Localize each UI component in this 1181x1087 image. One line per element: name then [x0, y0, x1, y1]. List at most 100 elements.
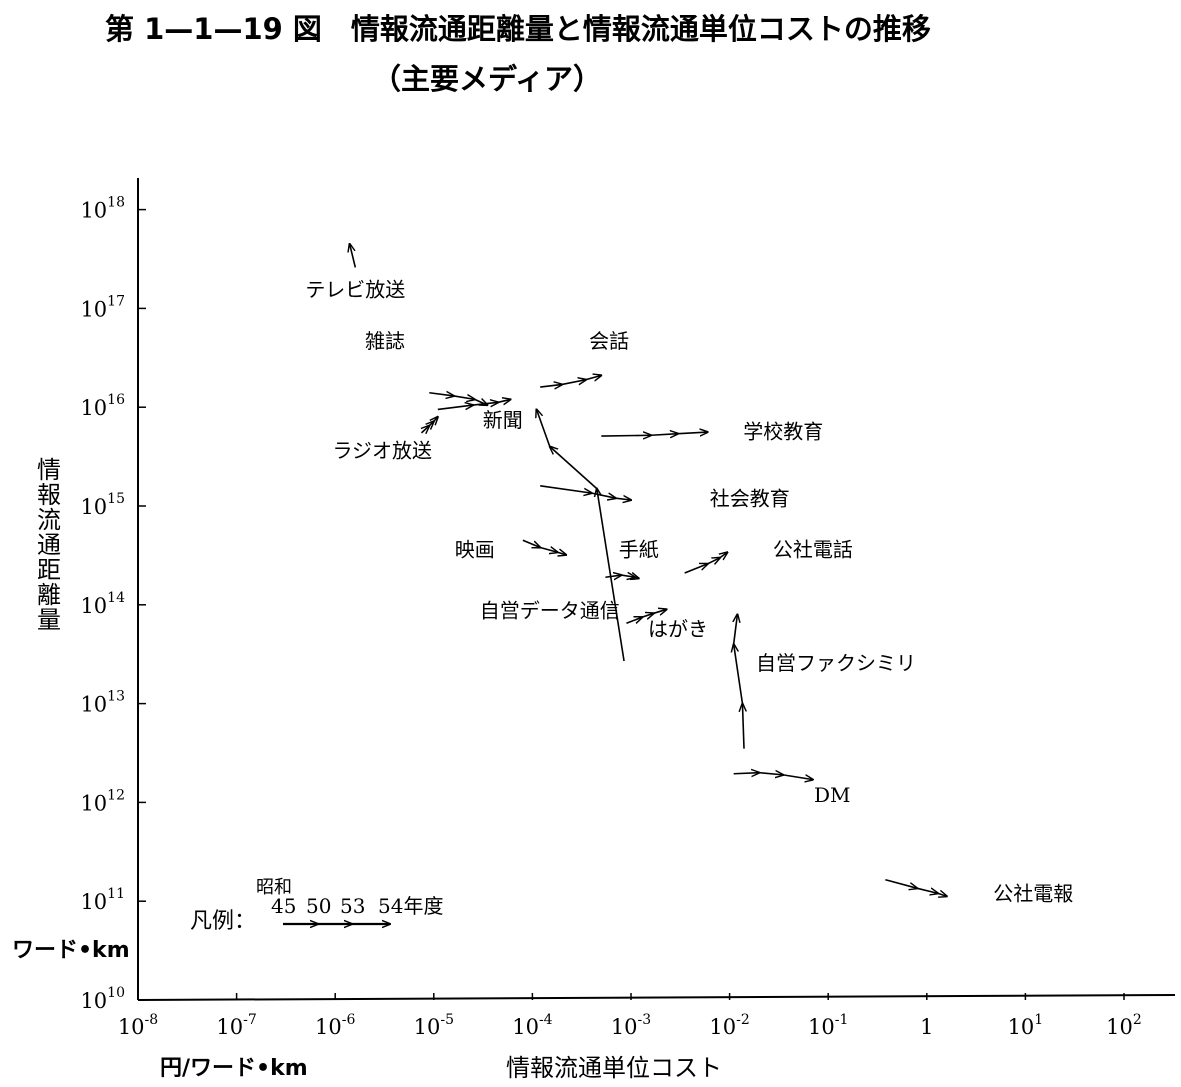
y-tick-label-5: 1015: [80, 491, 125, 519]
x-tick-label-6: 10-2: [709, 1012, 749, 1039]
x-tick-label-7: 10-1: [808, 1012, 848, 1039]
series-9-arrow-1: [707, 558, 720, 564]
series-3-arrow-0: [421, 426, 429, 433]
series-6: 社会教育: [540, 485, 790, 511]
series-10: 自営データ通信: [480, 409, 625, 662]
series-2: 新聞: [437, 399, 523, 432]
x-tick-label-3: 10-5: [414, 1012, 454, 1039]
x-tick-label-0: 10-8: [118, 1012, 158, 1039]
series-5-arrow-0: [601, 435, 651, 436]
series-label-14: 公社電報: [993, 882, 1073, 906]
series-7-arrow-2: [558, 552, 567, 555]
series-0: テレビ放送: [305, 244, 405, 302]
series-11-arrow-1: [641, 613, 653, 617]
series-9-arrow-2: [720, 552, 727, 557]
x-axis-unit: 円/ワード•km: [160, 1056, 308, 1081]
series-4-arrow-1: [561, 380, 586, 385]
series-13-arrow-2: [783, 774, 813, 780]
series-7: 映画: [455, 538, 566, 562]
y-tick-label-0: 1010: [80, 985, 125, 1013]
series-4-arrow-0: [540, 384, 562, 387]
series-11-arrow-2: [653, 609, 667, 613]
series-1-arrow-1: [453, 396, 475, 399]
series-1-arrow-0: [429, 393, 454, 396]
series-3-arrow-1: [429, 421, 434, 425]
series-12-arrow-0: [742, 704, 744, 749]
legend-prefix: 凡例：: [190, 909, 256, 934]
y-tick-label-7: 1017: [80, 293, 125, 321]
y-tick-label-8: 1018: [80, 195, 125, 223]
series-label-10: 自営データ通信: [480, 598, 620, 622]
series-5-arrow-2: [678, 432, 708, 434]
series-label-4: 会話: [589, 329, 629, 353]
y-tick-label-6: 1016: [80, 392, 125, 420]
x-axis-label: 情報流通単位コスト: [506, 1054, 722, 1082]
series-label-2: 新聞: [483, 408, 523, 432]
x-tick-label-2: 10-6: [315, 1012, 355, 1039]
series-label-0: テレビ放送: [305, 278, 405, 302]
series-4-arrow-2: [585, 375, 601, 379]
x-tick-label-1: 10-7: [216, 1012, 256, 1039]
series-8-arrow-1: [621, 575, 635, 577]
y-axis-unit: ワード•km: [12, 938, 130, 963]
series-13-arrow-1: [759, 773, 783, 775]
series-8-arrow-2: [635, 577, 639, 578]
series-12: 自営ファクシミリ: [734, 614, 916, 749]
series-3: ラジオ放送: [332, 417, 437, 463]
series-label-8: 手紙: [619, 538, 659, 562]
series-label-12: 自営ファクシミリ: [756, 651, 916, 675]
series-12-arrow-2: [734, 614, 738, 645]
series-12-arrow-1: [734, 644, 744, 704]
series-10-arrow-0: [597, 489, 625, 662]
x-tick-label-4: 10-4: [512, 1012, 552, 1039]
series-label-9: 公社電話: [773, 538, 853, 562]
series-14: 公社電報: [885, 878, 1073, 906]
y-tick-label-3: 1013: [80, 689, 125, 717]
series-13: DM: [733, 773, 851, 807]
series-2-arrow-2: [498, 399, 510, 402]
chart-subtitle: （主要メディア）: [372, 62, 602, 96]
legend-era: 昭和: [256, 877, 292, 898]
x-tick-label-9: 101: [1008, 1012, 1044, 1039]
y-tick-label-1: 1011: [80, 886, 125, 914]
legend-year-50: 50: [306, 894, 331, 918]
series-10-arrow-1: [550, 447, 598, 490]
series-label-5: 学校教育: [743, 419, 823, 443]
series-9: 公社電話: [684, 538, 853, 574]
series-2-arrow-1: [472, 402, 498, 405]
x-tick-label-5: 10-3: [611, 1012, 651, 1039]
series-11: はがき: [626, 609, 708, 641]
y-tick-label-4: 1014: [80, 590, 125, 618]
series-1: 雑誌: [365, 329, 487, 405]
series-6-arrow-2: [615, 498, 631, 500]
series-14-arrow-2: [937, 893, 947, 896]
legend-year-53: 53: [340, 894, 365, 918]
series-6-arrow-0: [540, 485, 592, 493]
series-14-arrow-1: [917, 888, 938, 893]
y-tick-label-2: 1012: [80, 787, 125, 815]
series-6-arrow-1: [591, 492, 616, 498]
series-label-11: はがき: [648, 617, 708, 641]
series-14-arrow-0: [885, 878, 917, 889]
series-label-7: 映画: [455, 538, 495, 562]
chart-title: 第 1—1—19 図 情報流通距離量と情報流通単位コストの推移: [105, 12, 931, 46]
y-axis-label: 情報流通距離量: [37, 456, 61, 634]
series-5-arrow-1: [651, 434, 678, 436]
series-8: 手紙: [605, 538, 659, 579]
x-axis-line: [137, 994, 1176, 1001]
series-13-arrow-0: [733, 773, 760, 774]
series-label-6: 社会教育: [710, 487, 790, 511]
x-tick-label-8: 1: [920, 1015, 933, 1039]
series-7-arrow-0: [522, 539, 540, 547]
series-label-3: ラジオ放送: [332, 439, 432, 463]
series-label-1: 雑誌: [365, 329, 405, 353]
series-9-arrow-0: [684, 564, 708, 574]
legend-year-45: 45: [271, 894, 296, 918]
series-5: 学校教育: [601, 419, 823, 443]
series-label-13: DM: [814, 783, 851, 807]
series-11-arrow-0: [626, 617, 642, 625]
series-3-arrow-2: [434, 417, 438, 422]
series-10-arrow-2: [536, 409, 551, 447]
series-4: 会話: [540, 329, 629, 387]
